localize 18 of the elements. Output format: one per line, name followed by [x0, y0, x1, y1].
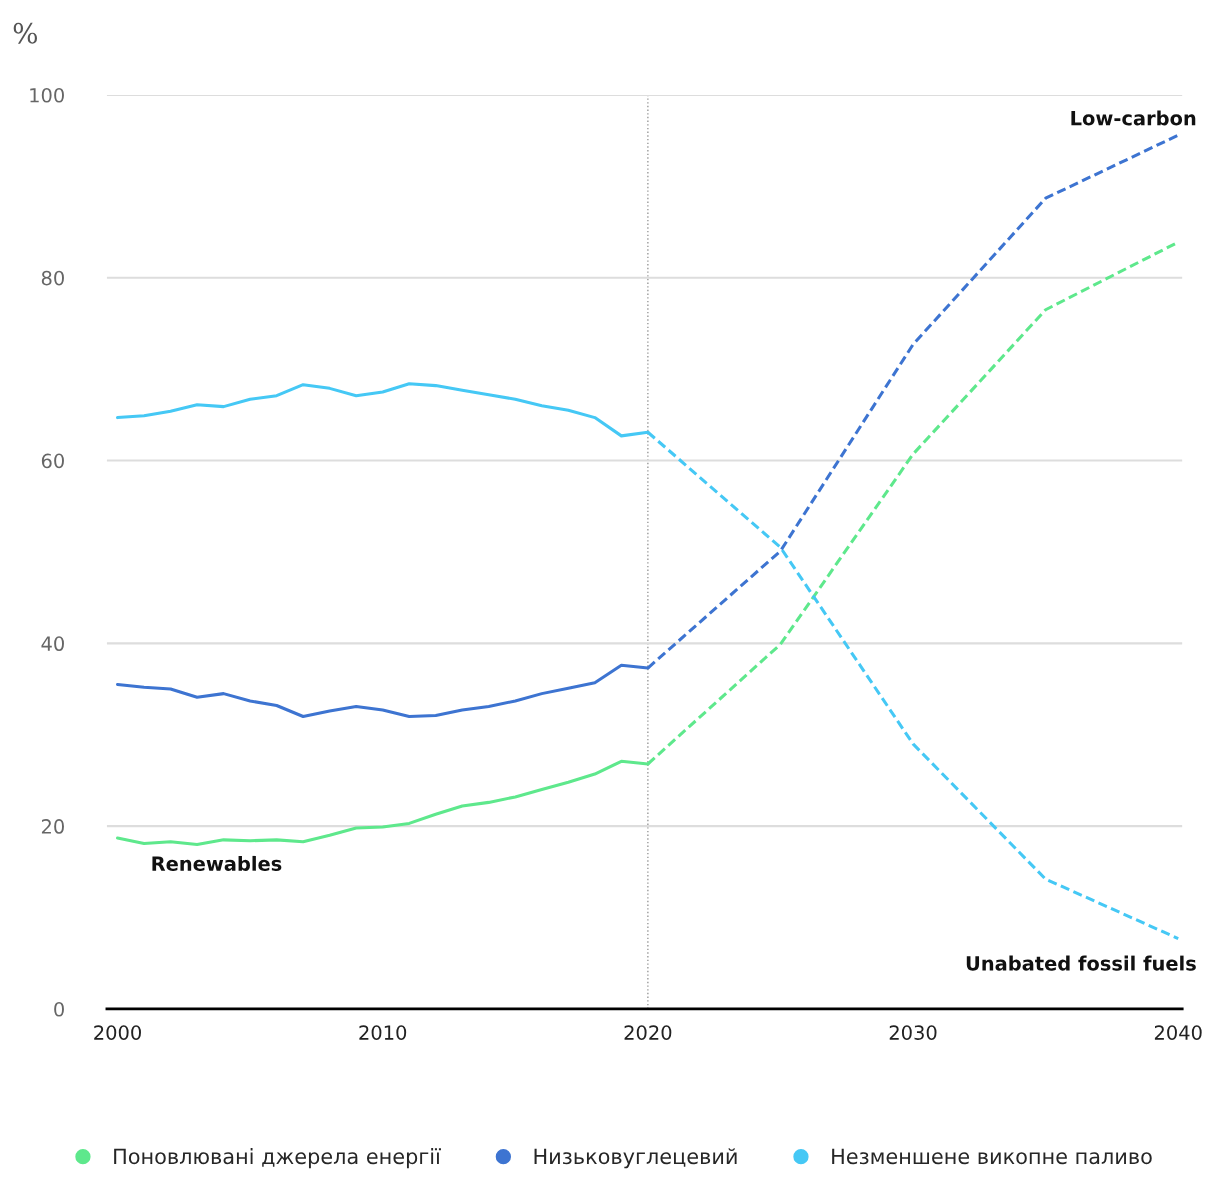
y-tick-label: 0	[54, 1001, 64, 1017]
y-tick-label: 40	[41, 636, 64, 652]
annotation: Renewables	[152, 855, 282, 871]
legend-label: Незменшене викопне паливо	[832, 1148, 1152, 1165]
annotation: Low-carbon	[1071, 110, 1196, 126]
annotation: Unabated fossil fuels	[966, 955, 1196, 971]
y-tick-label: 20	[41, 819, 64, 834]
y-axis-title: %	[13, 22, 38, 44]
x-tick-label: 2040	[1154, 1025, 1202, 1040]
x-tick-label: 2020	[624, 1025, 672, 1040]
x-tick-label: 2000	[94, 1025, 141, 1040]
y-tick-label: 60	[41, 453, 64, 469]
x-tick-label: 2010	[359, 1025, 407, 1040]
legend-label: Низьковуглецевий	[534, 1148, 737, 1169]
x-tick-label: 2030	[889, 1025, 937, 1040]
y-tick-label: 100	[30, 87, 64, 103]
y-tick-label: 80	[41, 270, 64, 286]
legend-label: Поновлювані джерела енергії	[114, 1148, 441, 1169]
